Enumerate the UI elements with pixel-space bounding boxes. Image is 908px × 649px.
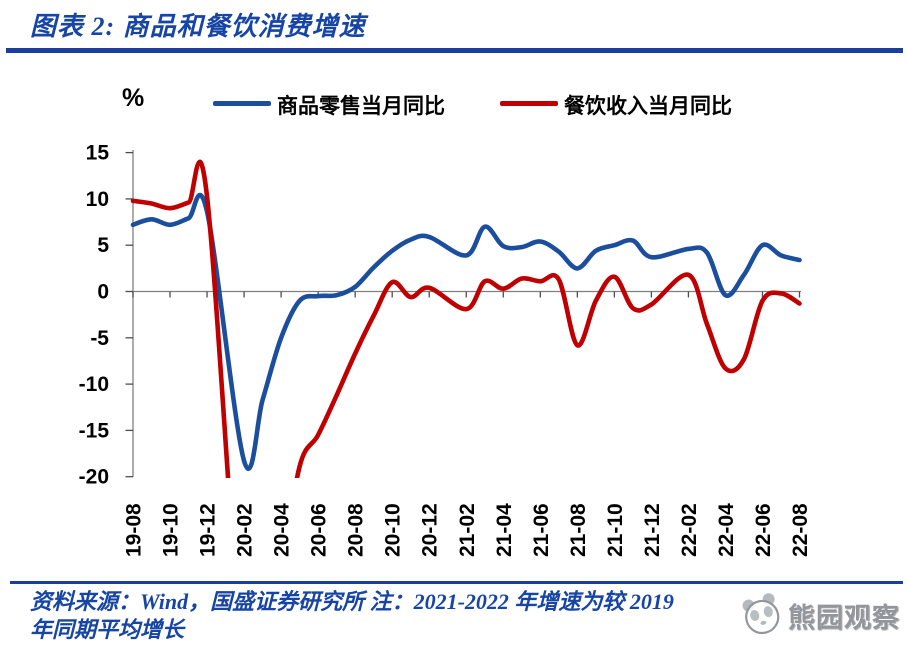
y-tick-label: -15 [79, 419, 110, 442]
x-tick-label: 21-06 [530, 503, 553, 557]
y-tick-label: -20 [79, 466, 109, 489]
y-tick-label: 5 [97, 234, 109, 257]
line-chart: 15 10 5 0 -5 -10 -15 -20 19-08 19-10 19-12 20-02 20-… [79, 142, 812, 557]
x-tick-label: 22-02 [678, 503, 701, 557]
source-note-line2: 年同期平均增长 [30, 617, 185, 642]
source-note-line1: 资料来源：Wind，国盛证券研究所 注：2021-2022 年增速为较 2019 [30, 589, 674, 614]
x-tick-label: 22-08 [789, 503, 812, 557]
y-tick-label: -5 [90, 327, 109, 350]
x-tick-label: 20-10 [382, 503, 405, 557]
x-tick-label: 21-02 [456, 503, 479, 557]
title-divider [6, 48, 903, 53]
legend-swatch-catering [500, 101, 558, 106]
y-tick-label: 15 [86, 142, 110, 165]
x-tick-label: 21-04 [493, 503, 516, 557]
x-tick-label: 20-02 [234, 503, 257, 557]
series-line-goods-retail [130, 192, 802, 472]
y-tick-label: 10 [86, 188, 109, 211]
x-tick-label: 22-04 [715, 503, 738, 557]
y-tick-label: -10 [79, 373, 109, 396]
legend-label-catering: 餐饮收入当月同比 [564, 95, 732, 118]
series-line-catering [130, 159, 802, 478]
source-note: 资料来源：Wind，国盛证券研究所 注：2021-2022 年增速为较 2019… [30, 588, 880, 644]
y-axis-unit-label: % [122, 84, 145, 112]
x-tick-label: 21-08 [567, 503, 590, 557]
x-tick-label: 19-12 [197, 503, 220, 557]
figure-title: 图表 2: 商品和餐饮消费增速 [30, 12, 366, 41]
x-tick-label: 20-12 [419, 503, 442, 557]
x-tick-label: 22-06 [752, 503, 775, 557]
x-tick-label: 19-08 [123, 503, 146, 557]
legend-swatch-goods-retail [213, 101, 271, 106]
y-tick-label: 0 [97, 281, 109, 304]
x-tick-label: 20-06 [308, 503, 331, 557]
x-tick-label: 20-04 [271, 503, 294, 557]
x-tick-label: 20-08 [345, 503, 368, 557]
x-tick-label: 21-10 [604, 503, 627, 557]
x-tick-label: 21-12 [641, 503, 664, 557]
footer-divider [10, 581, 903, 584]
x-tick-label: 19-10 [160, 503, 183, 557]
legend-label-goods-retail: 商品零售当月同比 [277, 95, 445, 118]
